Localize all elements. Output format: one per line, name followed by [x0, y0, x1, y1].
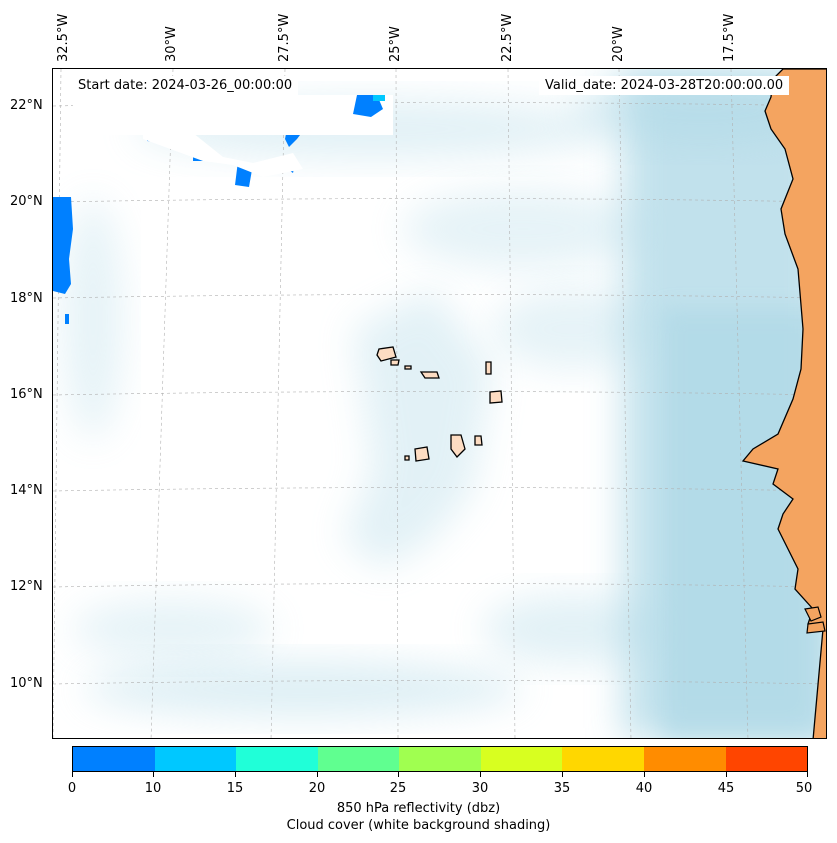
- lon-label-20w: 20°W: [611, 26, 626, 62]
- lat-label-20n: 20°N: [10, 194, 43, 209]
- lat-label-12n: 12°N: [10, 579, 43, 594]
- cloud-cover-layer: [63, 69, 826, 738]
- colorbar-bin-40-45: [643, 747, 726, 771]
- lon-label-32-5w: 32.5°W: [56, 13, 71, 62]
- colorbar-subtitle: Cloud cover (white background shading): [286, 818, 551, 833]
- colorbar-tick-label-10: 10: [144, 781, 162, 796]
- colorbar-tick-label-30: 30: [471, 781, 489, 796]
- colorbar-tick: [398, 772, 399, 777]
- colorbar-tick: [726, 772, 727, 777]
- lon-label-27-5w: 27.5°W: [277, 13, 292, 62]
- lat-label-18n: 18°N: [10, 291, 43, 306]
- reflectivity-colorbar: [72, 746, 808, 772]
- lon-label-17-5w: 17.5°W: [722, 13, 737, 62]
- colorbar-bin-30-35: [480, 747, 563, 771]
- colorbar-tick-label-15: 15: [226, 781, 244, 796]
- colorbar-tick-label-45: 45: [717, 781, 735, 796]
- colorbar-bin-20-25: [317, 747, 400, 771]
- colorbar-tick-label-20: 20: [308, 781, 326, 796]
- colorbar-bin-35-40: [562, 747, 644, 771]
- colorbar-tick-label-25: 25: [389, 781, 407, 796]
- colorbar-bin-45-50: [725, 747, 808, 771]
- lon-label-25w: 25°W: [388, 26, 403, 62]
- colorbar-tick-label-40: 40: [635, 781, 653, 796]
- colorbar-bin-15-20: [236, 747, 318, 771]
- colorbar-tick: [480, 772, 481, 777]
- start-date-label: Start date: 2024-03-26_00:00:00: [72, 76, 299, 95]
- colorbar-tick: [644, 772, 645, 777]
- colorbar-bin-10-15: [154, 747, 237, 771]
- colorbar-tick-label-35: 35: [553, 781, 571, 796]
- lat-label-14n: 14°N: [10, 483, 43, 498]
- colorbar-tick: [807, 772, 808, 777]
- colorbar-tick: [153, 772, 154, 777]
- lat-label-10n: 10°N: [10, 676, 43, 691]
- map-canvas: [53, 69, 826, 738]
- valid-date-label: Valid_date: 2024-03-28T20:00:00.00: [539, 76, 790, 95]
- colorbar-title: 850 hPa reflectivity (dbz): [336, 801, 501, 816]
- missing-data-area: [73, 95, 393, 135]
- colorbar-tick-label-0: 0: [67, 781, 77, 796]
- lon-label-22-5w: 22.5°W: [500, 13, 515, 62]
- lat-label-16n: 16°N: [10, 387, 43, 402]
- colorbar-tick: [562, 772, 563, 777]
- colorbar-tick: [235, 772, 236, 777]
- colorbar-tick: [317, 772, 318, 777]
- colorbar-bin-0-10: [73, 747, 155, 771]
- lat-label-22n: 22°N: [10, 98, 43, 113]
- colorbar-tick-label-50: 50: [795, 781, 813, 796]
- map-panel: [52, 68, 827, 739]
- lon-label-30w: 30°W: [164, 26, 179, 62]
- colorbar-bin-25-30: [399, 747, 481, 771]
- colorbar-tick: [72, 772, 73, 777]
- cape-verde-islands: [376, 346, 503, 462]
- coastal-islands: [804, 606, 826, 634]
